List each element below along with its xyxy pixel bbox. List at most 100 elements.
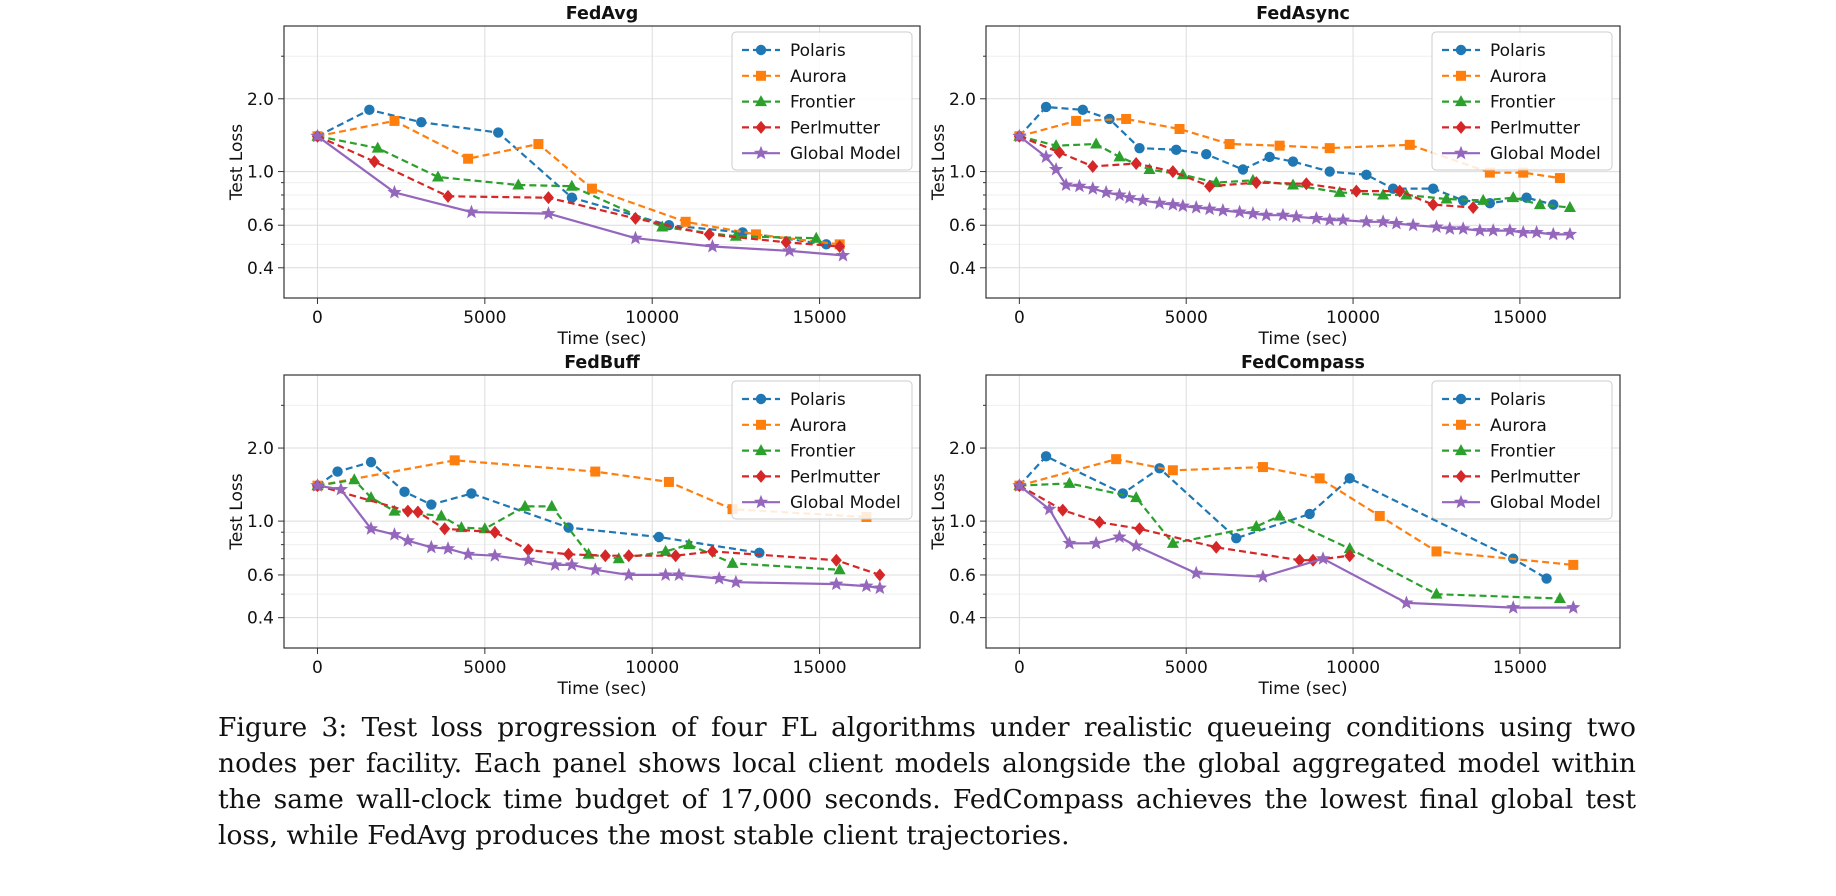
data-point-global-model [658, 567, 673, 582]
data-point-polaris [653, 531, 665, 543]
data-point-global-model [728, 574, 744, 589]
legend-marker [756, 419, 766, 430]
data-point-frontier [388, 504, 401, 516]
series-line-perlmutter [317, 135, 840, 248]
y-tick-label: 1.0 [949, 512, 976, 532]
data-point-perlmutter [1167, 165, 1179, 179]
data-point-global-model [1038, 149, 1054, 163]
y-axis-label: Test Loss [929, 124, 949, 201]
data-point-polaris [365, 456, 377, 468]
x-axis-label: Time (sec) [557, 679, 647, 699]
data-point-perlmutter [489, 525, 501, 539]
plot-frame [283, 374, 921, 649]
caption-label: Figure 3: [218, 712, 348, 743]
series-line-polaris [1018, 455, 1548, 580]
data-point-perlmutter [368, 155, 380, 169]
x-tick-label: 10000 [625, 658, 679, 678]
data-point-aurora [1174, 123, 1185, 134]
data-point-perlmutter [1087, 159, 1099, 173]
data-point-frontier [656, 220, 669, 232]
legend-marker [755, 393, 767, 405]
data-point-polaris [1344, 473, 1355, 484]
legend-label: Aurora [790, 416, 847, 436]
data-point-polaris [754, 547, 765, 559]
data-point-frontier [348, 473, 361, 485]
data-point-global-model [310, 128, 325, 143]
data-point-global-model [424, 539, 439, 554]
data-point-global-model [460, 546, 476, 561]
data-point-aurora [463, 153, 474, 164]
data-point-global-model [1042, 501, 1057, 516]
data-point-global-model [1315, 551, 1331, 565]
chart-title: FedCompass [1241, 353, 1365, 373]
y-axis-label: Test Loss [929, 473, 949, 550]
data-point-global-model [1309, 210, 1324, 225]
data-point-global-model [1062, 535, 1077, 550]
legend-marker [1453, 145, 1469, 160]
legend-label: Perlmutter [1490, 467, 1580, 487]
data-point-perlmutter [1250, 176, 1262, 190]
x-tick-label: 10000 [1326, 658, 1380, 678]
y-tick-label: 0.4 [247, 609, 274, 629]
series-global-model [310, 478, 887, 595]
legend-marker [755, 44, 767, 56]
data-point-polaris [1040, 101, 1052, 113]
legend-label: Polaris [1490, 390, 1546, 410]
series-line-perlmutter [1018, 135, 1474, 209]
y-tick-label: 0.6 [949, 566, 976, 586]
plot-frame [985, 25, 1621, 299]
legend-marker [755, 120, 767, 134]
series-global-model [1012, 478, 1581, 614]
data-point-global-model [1289, 209, 1304, 223]
data-point-frontier [1533, 198, 1546, 210]
data-point-perlmutter [522, 543, 534, 557]
data-point-frontier [519, 499, 532, 511]
data-point-global-model [829, 576, 844, 591]
data-point-perlmutter [1394, 184, 1406, 198]
data-point-aurora [449, 455, 460, 466]
chart-panel-fedbuff: 0.4 0.6 1.0 2.0 0 5000 10000 15000 FedBuff Time (… [227, 353, 921, 699]
data-point-frontier [478, 522, 491, 534]
data-point-frontier [612, 552, 625, 564]
data-point-polaris [1264, 151, 1275, 163]
data-point-global-model [588, 562, 603, 576]
y-tick-label: 0.6 [949, 216, 976, 236]
data-point-aurora [1224, 139, 1235, 150]
data-point-frontier [371, 141, 384, 153]
data-point-aurora [1404, 139, 1415, 150]
data-point-frontier [512, 178, 525, 190]
y-tick-label: 2.0 [949, 90, 976, 110]
data-point-polaris [1237, 164, 1249, 175]
data-point-aurora [1111, 454, 1122, 465]
data-point-polaris [416, 117, 427, 128]
series-global-model [1012, 128, 1578, 241]
legend-marker [1455, 393, 1467, 405]
legend-label: Global Model [790, 493, 901, 513]
data-point-global-model [1259, 207, 1274, 222]
series-line-polaris [316, 461, 760, 554]
data-point-global-model [1129, 538, 1144, 553]
data-point-frontier [1090, 137, 1103, 149]
data-point-perlmutter [1300, 177, 1312, 191]
data-point-global-model [628, 230, 643, 245]
legend-label: Polaris [790, 390, 846, 410]
data-point-perlmutter [623, 549, 635, 563]
data-point-global-model [1456, 221, 1471, 235]
series-line-aurora [1019, 458, 1574, 566]
legend-label: Polaris [1490, 41, 1546, 61]
series-perlmutter [311, 479, 886, 582]
data-point-perlmutter [830, 553, 842, 567]
legend-marker [755, 95, 767, 107]
x-tick-label: 0 [1014, 308, 1025, 328]
data-point-global-model [363, 521, 379, 535]
chart-panel-fedcompass: 0.4 0.6 1.0 2.0 0 5000 10000 15000 FedCompass Tim… [929, 353, 1621, 699]
data-point-global-model [1562, 226, 1578, 241]
data-point-global-model [464, 204, 479, 219]
data-point-global-model [521, 552, 536, 567]
y-tick-label: 0.6 [247, 566, 274, 586]
x-tick-label: 15000 [1493, 308, 1547, 328]
data-point-perlmutter [703, 227, 715, 241]
legend-marker [753, 494, 769, 509]
data-point-global-model [1429, 219, 1444, 234]
legend-marker [1455, 120, 1467, 134]
